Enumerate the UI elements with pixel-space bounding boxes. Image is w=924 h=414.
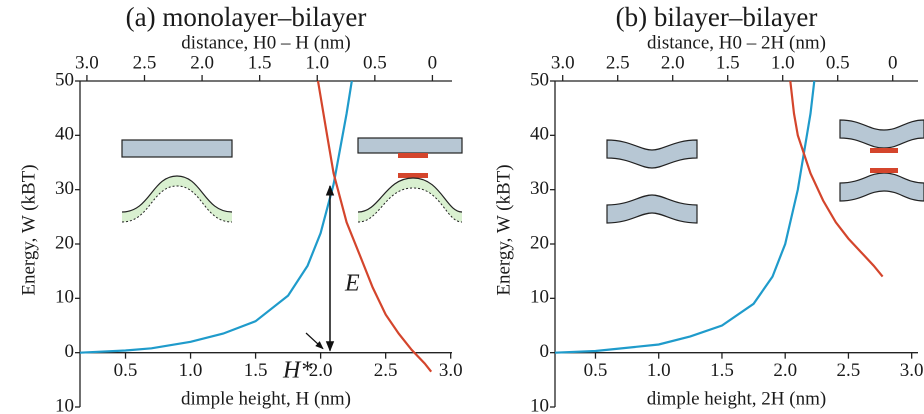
- y-tick-label: 20: [55, 232, 74, 253]
- x-tick-label: 2.0: [309, 360, 333, 381]
- x2-tick-label: 1.5: [716, 52, 740, 73]
- annotation: H*: [282, 358, 312, 384]
- y-tick-label: 0: [540, 341, 550, 362]
- annotation: E: [344, 271, 360, 297]
- x2-tick-label: 3.0: [75, 52, 99, 73]
- inset-sketch: [121, 137, 463, 223]
- y-tick-label: 10: [530, 395, 549, 414]
- chart-title: (a) monolayer–bilayer: [126, 2, 367, 32]
- x-axis-label: dimple height, H (nm): [181, 388, 351, 409]
- x-tick-label: 2.0: [773, 360, 797, 381]
- x-tick-label: 1.5: [244, 360, 268, 381]
- y-tick-label: 50: [55, 69, 74, 90]
- x2-tick-label: 0: [428, 52, 438, 73]
- chart-title: (b) bilayer–bilayer: [616, 2, 818, 32]
- data-line: [316, 80, 433, 373]
- x2-axis-label: distance, H0 – H (nm): [181, 32, 350, 53]
- x2-tick-label: 0: [888, 52, 898, 73]
- x-tick-label: 1.0: [647, 360, 671, 381]
- x2-tick-label: 2.0: [661, 52, 685, 73]
- data-line: [554, 80, 816, 354]
- y-tick-label: 40: [55, 124, 74, 145]
- x-tick-label: 3.0: [439, 360, 463, 381]
- x-tick-label: 3.0: [900, 360, 924, 381]
- y-tick-label: 50: [530, 69, 549, 90]
- x2-tick-label: 2.5: [606, 52, 630, 73]
- x2-axis-label: distance, H0 – 2H (nm): [647, 32, 826, 53]
- x2-tick-label: 2.0: [190, 52, 214, 73]
- y-tick-label: 30: [55, 178, 74, 199]
- x2-tick-label: 0.5: [826, 52, 850, 73]
- data-line: [79, 80, 353, 354]
- x-tick-label: 2.5: [837, 360, 861, 381]
- x-tick-label: 2.5: [374, 360, 398, 381]
- x2-tick-label: 2.5: [133, 52, 157, 73]
- x2-tick-label: 3.0: [551, 52, 575, 73]
- y-tick-label: 10: [55, 395, 74, 414]
- x2-tick-label: 1.5: [248, 52, 272, 73]
- x-tick-label: 0.5: [584, 360, 608, 381]
- y-tick-label: 10: [530, 287, 549, 308]
- pointer-arrow: [305, 332, 324, 350]
- x2-tick-label: 1.0: [305, 52, 329, 73]
- x2-tick-label: 1.0: [771, 52, 795, 73]
- x-axis-label: dimple height, 2H (nm): [647, 388, 826, 409]
- x-tick-label: 1.5: [710, 360, 734, 381]
- y-tick-label: 10: [55, 287, 74, 308]
- x-tick-label: 0.5: [114, 360, 138, 381]
- y-tick-label: 30: [530, 178, 549, 199]
- y-axis-label: Energy, W (kBT): [18, 164, 39, 295]
- y-tick-label: 20: [530, 232, 549, 253]
- x2-tick-label: 0.5: [363, 52, 387, 73]
- inset-sketch: [606, 119, 924, 224]
- y-tick-label: 40: [530, 124, 549, 145]
- y-axis-label: Energy, W (kBT): [493, 164, 514, 295]
- data-line: [789, 80, 884, 278]
- x-tick-label: 1.0: [179, 360, 203, 381]
- y-tick-label: 0: [65, 341, 75, 362]
